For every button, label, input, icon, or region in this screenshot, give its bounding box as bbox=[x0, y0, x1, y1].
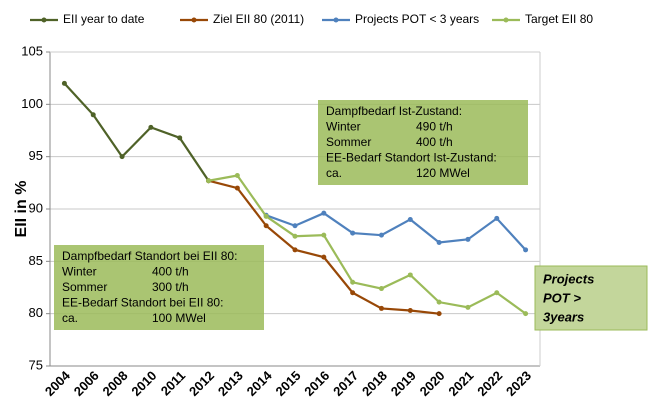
x-tick-label: 2004 bbox=[42, 367, 74, 399]
annotation-text: EE-Bedarf Standort Ist-Zustand: bbox=[326, 151, 497, 165]
legend-marker bbox=[191, 17, 197, 23]
annotation-bg bbox=[534, 265, 648, 331]
x-tick-label: 2021 bbox=[445, 368, 476, 399]
data-point bbox=[378, 232, 384, 238]
data-point bbox=[177, 135, 183, 141]
annotation-box: Dampfbedarf Ist-Zustand: Winter 490 t/h Som… bbox=[318, 100, 528, 185]
annotation-text: 120 MWel bbox=[416, 166, 470, 180]
annotation-text: 400 t/h bbox=[152, 265, 189, 279]
data-point bbox=[263, 213, 269, 219]
data-point bbox=[292, 233, 298, 239]
data-point bbox=[523, 311, 529, 317]
legend-label: EII year to date bbox=[63, 12, 145, 26]
data-point bbox=[292, 247, 298, 253]
y-tick-label: 85 bbox=[29, 253, 43, 268]
x-tick-label: 2015 bbox=[272, 368, 303, 399]
y-tick-label: 80 bbox=[29, 305, 43, 320]
annotation-text: Dampfbedarf Ist-Zustand: bbox=[326, 104, 462, 118]
data-point bbox=[350, 290, 356, 296]
data-point bbox=[494, 215, 500, 221]
data-point bbox=[407, 216, 413, 222]
data-point bbox=[407, 308, 413, 314]
data-point bbox=[407, 272, 413, 278]
annotation-bg bbox=[318, 100, 528, 185]
data-point bbox=[206, 178, 212, 184]
legend-marker bbox=[503, 17, 509, 23]
x-tick-label: 2010 bbox=[128, 368, 159, 399]
series-line bbox=[63, 82, 210, 182]
annotation-text: Dampfbedarf Standort bei EII 80: bbox=[62, 249, 237, 263]
legend-label: Target EII 80 bbox=[525, 12, 593, 26]
data-point bbox=[119, 154, 125, 160]
data-point bbox=[148, 124, 154, 130]
x-tick-label: 2006 bbox=[71, 368, 102, 399]
annotation-text: ca. bbox=[326, 166, 342, 180]
data-point bbox=[378, 286, 384, 292]
data-point bbox=[263, 223, 269, 229]
data-point bbox=[61, 80, 67, 86]
x-tick-label: 2020 bbox=[417, 368, 448, 399]
data-point bbox=[436, 299, 442, 305]
annotation-text: Winter bbox=[62, 265, 97, 279]
series-line bbox=[265, 211, 527, 251]
annotation-box: Projects POT > 3years bbox=[534, 265, 648, 331]
x-tick-label: 2016 bbox=[301, 368, 332, 399]
data-point bbox=[234, 185, 240, 191]
annotation-text: Sommer bbox=[326, 135, 371, 149]
annotation-text: Winter bbox=[326, 120, 361, 134]
x-tick-label: 2023 bbox=[503, 368, 534, 399]
legend-label: Projects POT < 3 years bbox=[355, 12, 479, 26]
x-tick-label: 2008 bbox=[100, 368, 131, 399]
series-line bbox=[208, 174, 527, 315]
x-tick-label: 2019 bbox=[388, 368, 419, 399]
annotation-text: 3years bbox=[543, 309, 584, 324]
y-tick-label: 95 bbox=[29, 148, 43, 163]
annotation-text: Projects bbox=[543, 271, 594, 286]
data-point bbox=[465, 304, 471, 310]
annotation-text: EE-Bedarf Standort bei EII 80: bbox=[62, 296, 223, 310]
annotation-text: 400 t/h bbox=[416, 135, 453, 149]
y-tick-label: 75 bbox=[29, 357, 43, 372]
data-point bbox=[321, 254, 327, 260]
data-point bbox=[292, 223, 298, 229]
data-point bbox=[378, 305, 384, 311]
annotation-text: 100 MWel bbox=[152, 311, 206, 325]
x-tick-label: 2018 bbox=[359, 368, 390, 399]
data-point bbox=[436, 311, 442, 317]
data-point bbox=[494, 290, 500, 296]
data-point bbox=[350, 230, 356, 236]
annotation-text: POT > bbox=[543, 290, 581, 305]
x-tick-label: 2022 bbox=[474, 368, 505, 399]
annotation-text: Sommer bbox=[62, 280, 107, 294]
legend-marker bbox=[41, 17, 47, 23]
y-axis-label: EII in % bbox=[13, 181, 30, 238]
data-point bbox=[523, 247, 529, 253]
data-point bbox=[350, 279, 356, 285]
y-tick-label: 105 bbox=[21, 43, 43, 58]
x-tick-label: 2011 bbox=[158, 368, 189, 399]
annotation-text: ca. bbox=[62, 311, 78, 325]
data-point bbox=[90, 112, 96, 118]
data-point bbox=[465, 236, 471, 242]
x-tick-label: 2014 bbox=[244, 367, 276, 399]
x-tick-label: 2012 bbox=[186, 368, 217, 399]
x-tick-label: 2017 bbox=[330, 368, 361, 399]
annotation-text: 300 t/h bbox=[152, 280, 189, 294]
data-point bbox=[321, 210, 327, 216]
annotation-bg bbox=[54, 245, 264, 330]
data-point bbox=[321, 232, 327, 238]
x-tick-label: 2013 bbox=[215, 368, 246, 399]
annotation-text: 490 t/h bbox=[416, 120, 453, 134]
y-tick-label: 100 bbox=[21, 96, 43, 111]
data-point bbox=[234, 173, 240, 179]
annotation-box: Dampfbedarf Standort bei EII 80: Winter 40… bbox=[54, 245, 264, 330]
data-point bbox=[436, 239, 442, 245]
y-tick-label: 90 bbox=[29, 200, 43, 215]
legend-label: Ziel EII 80 (2011) bbox=[213, 12, 304, 26]
legend-marker bbox=[333, 17, 339, 23]
